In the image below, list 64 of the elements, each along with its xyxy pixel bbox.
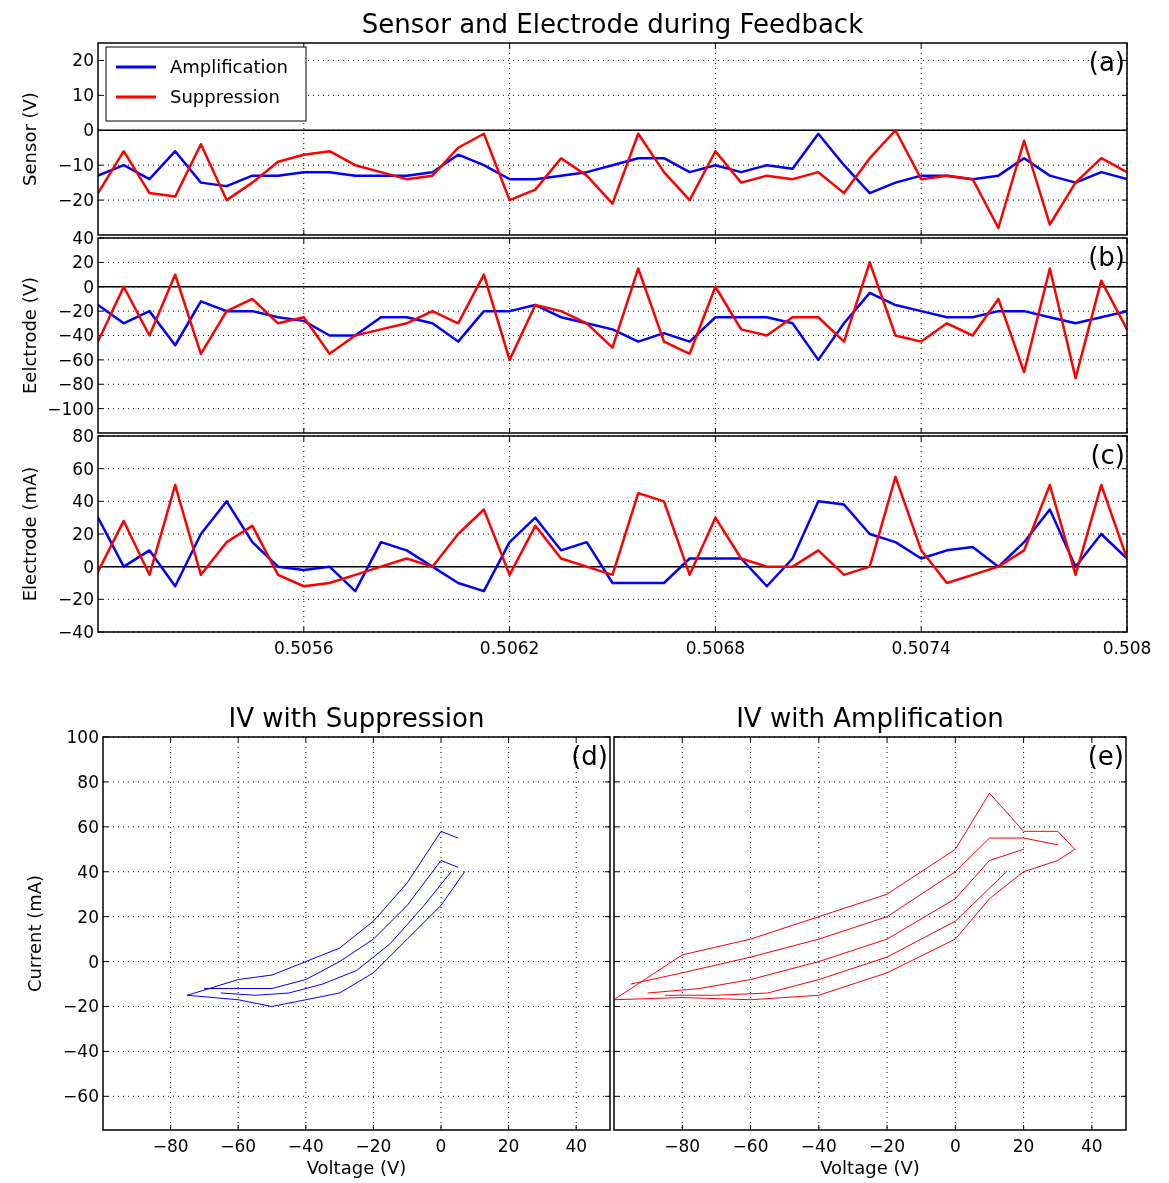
y-axis-title: Current (mA) [24,874,45,993]
y-tick-label: 20 [72,523,94,544]
y-tick-label: 0 [88,951,99,972]
x-tick-label: 0 [949,1136,961,1156]
x-tick-label: −20 [869,1136,906,1156]
x-tick-label: −40 [800,1136,837,1156]
x-tick-label: 0.5074 [891,638,951,658]
y-tick-label: 40 [72,227,94,248]
y-tick-label: −20 [58,190,94,211]
x-tick-label: 0.5062 [479,638,540,658]
y-axis-title: Eelctrode (V) [19,277,40,394]
annotation: (b) [1088,242,1125,272]
annotation: (c) [1090,440,1125,470]
y-tick-label: 20 [72,252,94,273]
y-tick-label: 60 [72,458,94,479]
y-tick-label: −40 [58,325,94,346]
y-tick-label: −10 [58,155,94,176]
x-tick-label: 20 [497,1136,520,1156]
x-tick-label: −80 [664,1136,701,1156]
y-tick-label: 100 [66,726,99,747]
x-tick-label: 40 [1081,1136,1103,1156]
x-tick-label: 0.508 [1102,638,1152,658]
x-tick-label: −60 [220,1136,257,1156]
y-tick-label: −20 [58,301,94,322]
x-tick-label: 0.5068 [685,638,746,658]
y-tick-label: −20 [58,589,94,610]
annotation: (e) [1087,741,1124,771]
y-tick-label: 80 [72,425,94,446]
y-tick-label: 10 [72,85,94,106]
x-tick-label: −40 [287,1136,324,1156]
y-axis-title: Sensor (V) [19,92,40,186]
y-tick-label: 0 [83,120,94,141]
x-tick-label: 20 [1012,1136,1035,1156]
legend-label: Amplification [170,56,289,78]
x-axis-title: Voltage (V) [820,1157,920,1178]
x-tick-label: 40 [565,1136,588,1156]
chart-title: Sensor and Electrode during Feedback [361,9,864,39]
x-tick-label: −20 [355,1136,392,1156]
x-tick-label: −80 [152,1136,189,1156]
y-tick-label: 40 [77,861,99,882]
y-tick-label: 60 [77,816,99,837]
y-tick-label: 20 [77,906,99,927]
y-tick-label: −60 [58,349,94,370]
legend-label: Suppression [170,86,280,108]
annotation: (d) [571,741,608,771]
chart-title: IV with Amplification [736,703,1004,733]
y-tick-label: 40 [72,491,94,512]
y-axis-title: Electrode (mA) [19,466,40,602]
y-tick-label: −20 [63,996,99,1017]
y-tick-label: −40 [58,621,94,642]
y-tick-label: 0 [83,556,94,577]
x-tick-label: 0 [435,1136,447,1156]
y-tick-label: 80 [77,771,99,792]
y-tick-label: −80 [58,374,94,395]
y-tick-label: 0 [83,276,94,297]
y-tick-label: 20 [72,50,94,71]
y-tick-label: −100 [47,398,94,419]
x-tick-label: −60 [732,1136,769,1156]
y-tick-label: −40 [63,1041,99,1062]
x-axis-title: Voltage (V) [306,1157,407,1178]
x-tick-label: 0.5056 [274,638,334,658]
annotation: (a) [1088,47,1125,77]
y-tick-label: −60 [63,1086,99,1107]
chart-title: IV with Suppression [228,703,485,733]
